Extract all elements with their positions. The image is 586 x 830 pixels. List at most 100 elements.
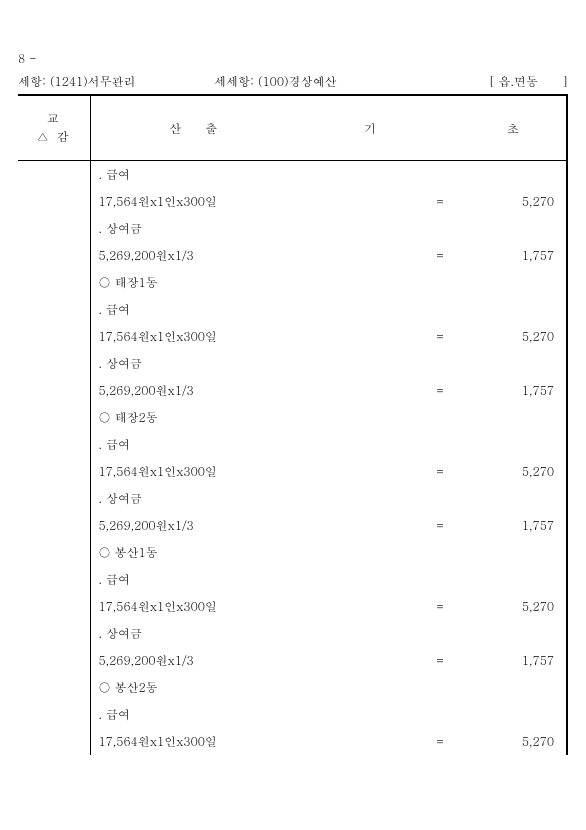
row-left-cell [18,647,90,674]
col-left-line2: △ 감 [22,128,86,146]
row-description: . 상여금 [90,215,320,242]
row-value [460,539,566,566]
row-description: 17,564원x1인x300일 [90,728,320,755]
table-row: 17,564원x1인x300일=5,270 [18,323,566,350]
table-row: 5,269,200원x1/3 =1,757 [18,647,566,674]
row-equals: = [420,377,460,404]
row-gi-cell [320,188,420,215]
row-left-cell [18,539,90,566]
row-description: . 급여 [90,566,320,593]
col-header-calc: 산출 [90,95,320,161]
row-description: 17,564원x1인x300일 [90,188,320,215]
table-row: . 상여금 [18,215,566,242]
row-value [460,215,566,242]
row-description: 5,269,200원x1/3 [90,377,320,404]
row-gi-cell [320,620,420,647]
row-equals: = [420,728,460,755]
row-left-cell [18,566,90,593]
header-value-3: [ 읍.면동 ] [489,73,569,90]
row-left-cell [18,242,90,269]
row-equals: = [420,323,460,350]
row-description: ○ 태장2동 [90,404,320,431]
row-left-cell [18,350,90,377]
row-equals [420,431,460,458]
row-gi-cell [320,404,420,431]
row-value: 1,757 [460,377,566,404]
col-header-left: 교 △ 감 [18,95,90,161]
row-value: 5,270 [460,593,566,620]
header-value-1: (1241)서무관리 [50,73,136,90]
row-left-cell [18,728,90,755]
row-gi-cell [320,728,420,755]
row-value [460,404,566,431]
row-value [460,566,566,593]
row-value: 1,757 [460,512,566,539]
row-left-cell [18,161,90,189]
row-left-cell [18,701,90,728]
row-value [460,674,566,701]
row-value [460,350,566,377]
row-value [460,431,566,458]
table-row: 17,564원x1인x300일=5,270 [18,728,566,755]
row-gi-cell [320,593,420,620]
row-gi-cell [320,377,420,404]
row-gi-cell [320,215,420,242]
row-description: . 급여 [90,431,320,458]
table-row: ○ 태장2동 [18,404,566,431]
row-equals: = [420,188,460,215]
row-description: . 급여 [90,161,320,189]
row-equals: = [420,242,460,269]
table-row: ○ 봉산2동 [18,674,566,701]
row-left-cell [18,377,90,404]
row-equals [420,404,460,431]
row-left-cell [18,593,90,620]
table-row: . 급여 [18,296,566,323]
row-left-cell [18,485,90,512]
table-row: . 상여금 [18,485,566,512]
row-gi-cell [320,458,420,485]
table-row: . 급여 [18,566,566,593]
header-label-1: 세항: [18,73,46,90]
row-description: 17,564원x1인x300일 [90,458,320,485]
row-left-cell [18,269,90,296]
header-value-2: (100)경상예산 [258,73,337,90]
doc-header: 세항: (1241)서무관리 세세항: (100)경상예산 [ 읍.면동 ] [18,73,568,90]
row-description: . 상여금 [90,350,320,377]
row-value: 1,757 [460,647,566,674]
row-equals [420,620,460,647]
row-gi-cell [320,701,420,728]
row-description: 5,269,200원x1/3 [90,647,320,674]
row-description: ○ 봉산1동 [90,539,320,566]
row-left-cell [18,620,90,647]
table-row: 5,269,200원x1/3=1,757 [18,512,566,539]
row-equals [420,566,460,593]
row-gi-cell [320,566,420,593]
row-left-cell [18,674,90,701]
row-description: ○ 태장1동 [90,269,320,296]
table-row: . 상여금 [18,620,566,647]
table-row: . 급여 [18,161,566,189]
row-value [460,620,566,647]
col-header-gi: 기 [320,95,420,161]
row-equals [420,215,460,242]
row-value: 1,757 [460,242,566,269]
row-gi-cell [320,242,420,269]
row-value [460,269,566,296]
row-description: . 급여 [90,701,320,728]
row-left-cell [18,188,90,215]
header-label-2: 세세항: [214,73,254,90]
table-row: 17,564원x1인x300일=5,270 [18,593,566,620]
row-gi-cell [320,674,420,701]
row-description: 5,269,200원x1/3 [90,242,320,269]
row-value [460,296,566,323]
row-equals [420,269,460,296]
row-gi-cell [320,485,420,512]
row-description: . 상여금 [90,620,320,647]
table-body: . 급여17,564원x1인x300일=5,270. 상여금5,269,200원… [18,161,566,756]
table-row: ○ 태장1동 [18,269,566,296]
row-gi-cell [320,350,420,377]
page-number: 8 - [18,50,568,67]
row-equals: = [420,647,460,674]
row-value: 5,270 [460,323,566,350]
row-gi-cell [320,431,420,458]
